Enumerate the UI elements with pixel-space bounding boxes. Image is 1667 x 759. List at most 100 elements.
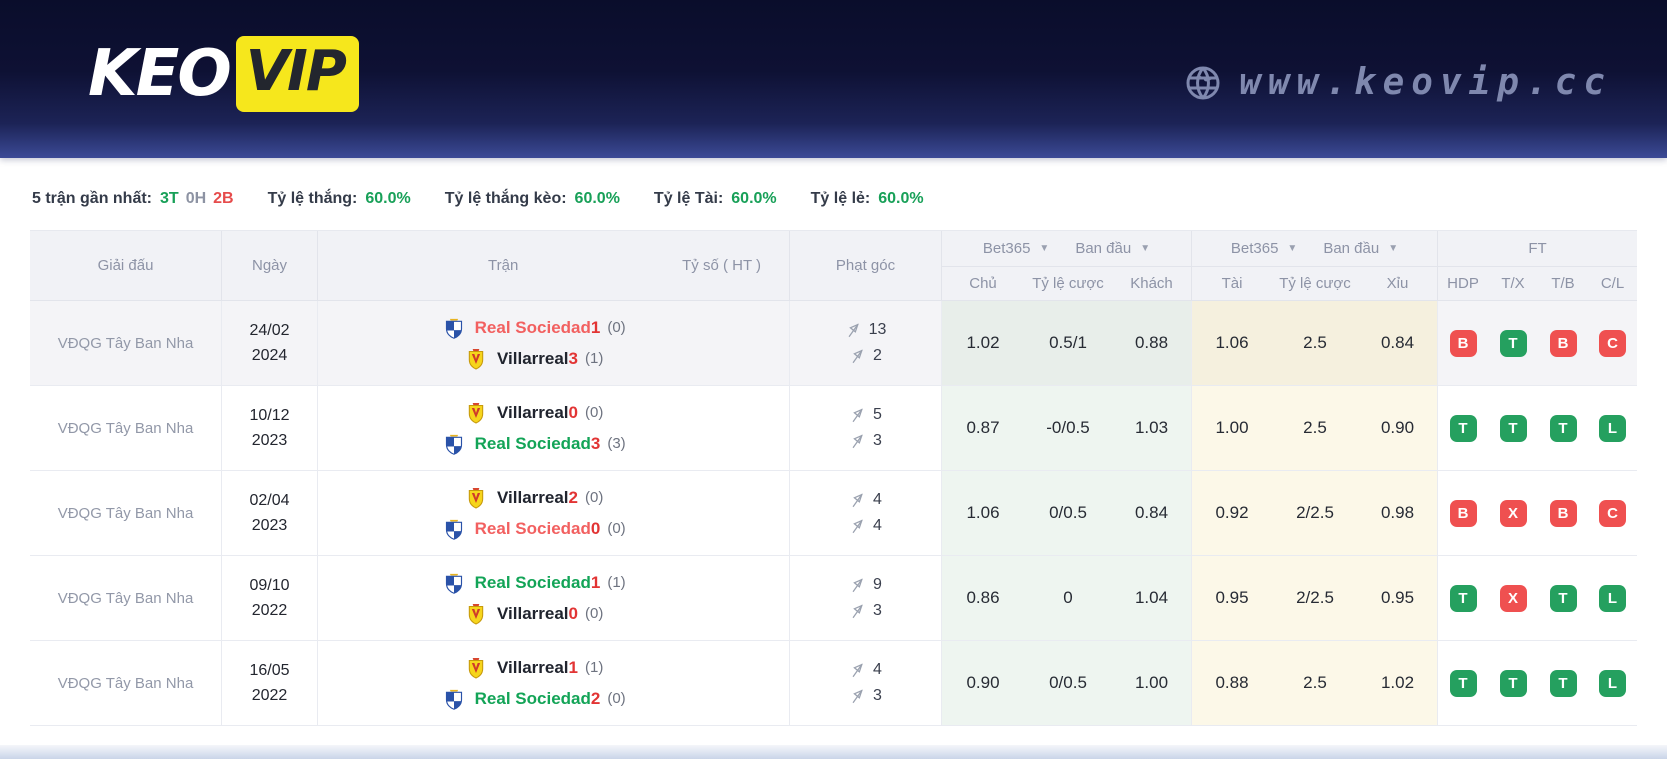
handicap-win-rate-label: Tỷ lệ thắng kèo:	[444, 190, 567, 207]
team-score: 3	[590, 433, 601, 453]
match-date: 16/05	[249, 661, 290, 679]
away-team-line: Real Sociedad 3 (3)	[444, 433, 636, 455]
away-team-line: Villarreal 0 (0)	[466, 603, 613, 625]
ft-hdp-cell: T	[1438, 641, 1488, 725]
corner-flag-icon	[849, 687, 867, 705]
ft-overunder-result-badge: X	[1499, 499, 1527, 527]
hdp-line: 0/0.5	[1024, 641, 1112, 725]
ou-odds-type-select[interactable]: Ban đầu ▼	[1323, 240, 1398, 257]
logo-vip-text: VIP	[235, 36, 359, 112]
match-row: VĐQG Tây Ban Nha 10/12 2023	[30, 386, 1637, 471]
match-year: 2023	[251, 516, 288, 534]
ft-oddeven-result-badge: L	[1599, 584, 1626, 612]
website-text: www.keovip.cc	[1239, 62, 1612, 103]
sub-header-tb: T/B	[1551, 275, 1575, 292]
odd-rate-label: Tỷ lệ lẻ:	[810, 190, 871, 207]
hdp-group-header: Bet365 ▼ Ban đầu ▼	[942, 231, 1192, 267]
match-cell: Villarreal 2 (0)	[318, 471, 790, 555]
ft-hdp-result-badge: B	[1449, 499, 1477, 527]
corner-flag-icon	[849, 602, 867, 620]
keovip-logo[interactable]: KEO VIP	[88, 36, 359, 112]
team-halftime-score: (0)	[607, 520, 626, 537]
hdp-bookmaker-select[interactable]: Bet365 ▼	[983, 240, 1049, 257]
sub-header-odds2: Tỷ lệ cược	[1279, 275, 1351, 292]
home-corner-count: 5	[873, 406, 882, 423]
chevron-down-icon: ▼	[1140, 243, 1151, 254]
col-header-date: Ngày	[222, 231, 318, 300]
over-rate: Tỷ lệ Tài: 60.0%	[654, 190, 777, 208]
match-year: 2024	[251, 346, 288, 364]
sub-header-over: Tài	[1221, 275, 1243, 292]
ft-tb-cell: B	[1538, 471, 1588, 555]
ft-oddeven-result-badge: C	[1599, 329, 1626, 357]
ft-overunder-result-badge: T	[1499, 329, 1527, 357]
hdp-odds-type-select[interactable]: Ban đầu ▼	[1075, 240, 1150, 257]
team-halftime-score: (3)	[607, 435, 626, 452]
home-team-line: Villarreal 1 (1)	[466, 657, 613, 679]
match-year: 2022	[251, 686, 288, 704]
corner-flag-icon	[849, 491, 867, 509]
chevron-down-icon: ▼	[1388, 243, 1399, 254]
ft-hdp-result-badge: T	[1449, 584, 1477, 612]
corner-flag-icon	[849, 517, 867, 535]
ft-overunder-result-badge: X	[1499, 584, 1527, 612]
globe-icon	[1183, 63, 1223, 103]
col-header-corners: Phạt góc	[790, 231, 942, 300]
team-score: 1	[590, 572, 601, 592]
corner-flag-icon	[849, 432, 867, 450]
hdp-home-odds: 0.86	[942, 556, 1024, 640]
ft-cl-cell: L	[1588, 386, 1637, 470]
hdp-line: 0	[1024, 556, 1112, 640]
sub-header-under: Xỉu	[1358, 267, 1438, 300]
team-score: 0	[590, 518, 601, 538]
ft-tx-cell: T	[1488, 641, 1538, 725]
date-cell: 10/12 2023	[222, 386, 318, 470]
hdp-home-odds: 1.02	[942, 301, 1024, 385]
col-header-match-label: Trận	[488, 257, 519, 274]
team-score: 0	[568, 402, 578, 422]
league-cell: VĐQG Tây Ban Nha	[30, 641, 222, 725]
handicap-win-rate-value: 60.0%	[574, 190, 620, 207]
away-team-line: Real Sociedad 0 (0)	[444, 518, 636, 540]
chevron-down-icon: ▼	[1039, 243, 1050, 254]
away-corner-count: 3	[873, 602, 882, 619]
under-odds: 0.84	[1358, 301, 1438, 385]
villarreal-crest-icon	[466, 603, 486, 625]
home-team-line: Real Sociedad 1 (0)	[444, 317, 636, 339]
sub-header-hdp: HDP	[1447, 275, 1479, 292]
real-sociedad-crest-icon	[444, 518, 464, 540]
sub-header-home: Chủ	[969, 275, 997, 292]
under-odds: 0.90	[1358, 386, 1438, 470]
over-odds: 1.00	[1192, 386, 1272, 470]
ou-odds-type-label: Ban đầu	[1323, 240, 1380, 257]
sub-header-odds: Tỷ lệ cược	[1032, 275, 1104, 292]
sub-header-away: Khách	[1112, 267, 1192, 300]
ou-bookmaker-select[interactable]: Bet365 ▼	[1231, 240, 1297, 257]
odd-rate-value: 60.0%	[878, 190, 924, 207]
ft-winloss-result-badge: T	[1549, 414, 1577, 442]
team-halftime-score: (0)	[585, 489, 604, 506]
over-odds: 0.95	[1192, 556, 1272, 640]
ou-line: 2/2.5	[1272, 471, 1358, 555]
website-url: www.keovip.cc	[1183, 62, 1612, 103]
real-sociedad-crest-icon	[444, 433, 464, 455]
ft-hdp-cell: B	[1438, 471, 1488, 555]
hdp-bookmaker-label: Bet365	[982, 240, 1031, 257]
real-sociedad-crest-icon	[444, 317, 464, 339]
league-cell: VĐQG Tây Ban Nha	[30, 386, 222, 470]
away-corner-count: 2	[873, 347, 882, 364]
team-score: 1	[568, 657, 578, 677]
corners-cell: 13 2	[790, 301, 942, 385]
ft-hdp-cell: T	[1438, 386, 1488, 470]
ft-cl-cell: C	[1588, 471, 1637, 555]
match-date: 10/12	[249, 406, 290, 424]
ft-winloss-result-badge: T	[1549, 584, 1577, 612]
corner-flag-icon	[849, 661, 867, 679]
ft-oddeven-result-badge: L	[1599, 669, 1626, 697]
team-halftime-score: (1)	[607, 574, 626, 591]
ft-winloss-result-badge: B	[1549, 499, 1577, 527]
recent-form-label: 5 trận gần nhất:	[32, 190, 153, 207]
ft-winloss-result-badge: T	[1549, 669, 1577, 697]
team-halftime-score: (0)	[585, 605, 604, 622]
away-team-line: Real Sociedad 2 (0)	[444, 688, 636, 710]
